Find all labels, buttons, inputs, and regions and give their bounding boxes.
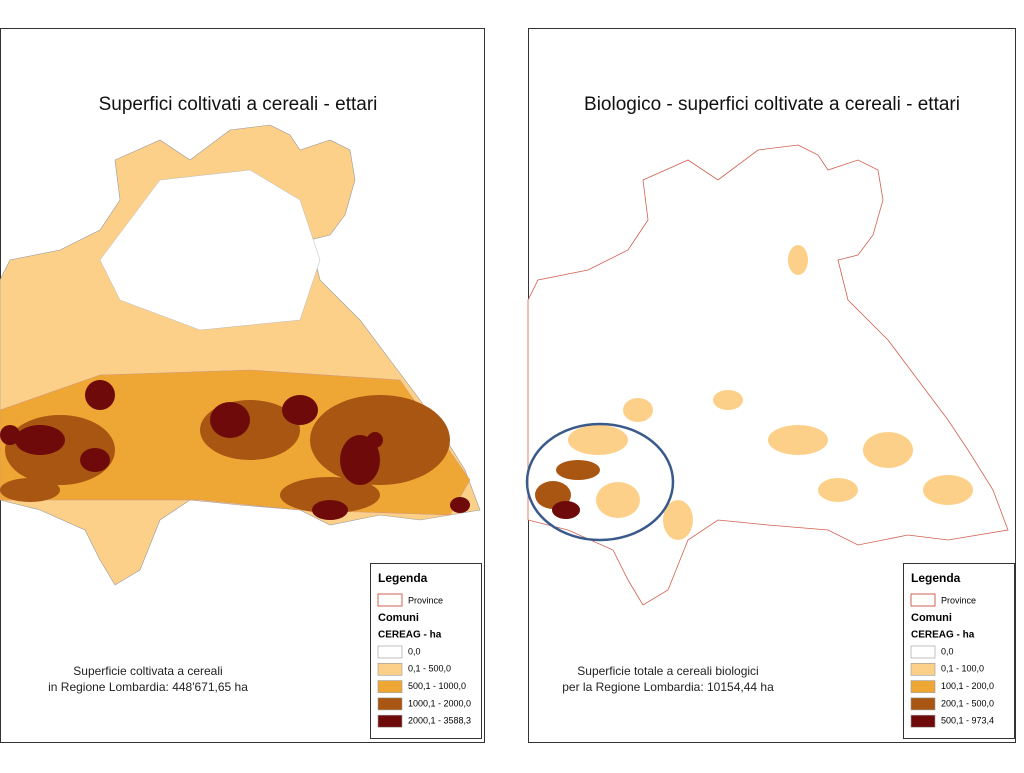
legend-label: 0,1 - 100,0 (941, 664, 984, 674)
legend-label: 0,0 (941, 646, 954, 656)
region-zone (282, 395, 318, 425)
region-zone (713, 390, 743, 410)
region-zone (367, 432, 383, 448)
legend-label: 500,1 - 973,4 (941, 716, 994, 726)
legend-title: Legenda (911, 571, 961, 585)
region-zone (923, 475, 973, 505)
legend-label: 0,0 (408, 646, 421, 656)
legend-swatch (910, 714, 936, 728)
region-zone (85, 380, 115, 410)
legend-swatch (377, 714, 403, 728)
legend-label: 100,1 - 200,0 (941, 681, 994, 691)
texts: Superfici coltivati a cereali - ettari Su… (48, 94, 1015, 739)
map-title: Biologico - superfici coltivate a cereal… (584, 94, 960, 115)
legend-subtitle: Comuni (378, 612, 419, 624)
region-zone (450, 497, 470, 513)
region-zone (80, 448, 110, 472)
legend-label: 0,1 - 500,0 (408, 664, 451, 674)
legend-swatch (377, 593, 403, 607)
region-zone (0, 478, 60, 502)
legend-title: Legenda (378, 571, 428, 585)
region-zone (818, 478, 858, 502)
region-zone (99, 169, 321, 331)
legend-label: 2000,1 - 3588,3 (408, 716, 471, 726)
legend-swatch (377, 697, 403, 711)
region-zone (556, 460, 600, 480)
region (527, 144, 1009, 606)
legend-swatch (910, 593, 936, 607)
legend-label: Province (941, 595, 976, 605)
legend-label: 200,1 - 500,0 (941, 698, 994, 708)
legend-subtitle: Comuni (911, 612, 952, 624)
region-zone (552, 501, 580, 519)
legend-label: 1000,1 - 2000,0 (408, 698, 471, 708)
legend-subtitle: CEREAG - ha (378, 630, 442, 641)
region-zone (596, 482, 640, 518)
region-zone (623, 398, 653, 422)
region-zone (788, 245, 808, 275)
map-note: Superficie totale a cereali biologici (577, 664, 758, 678)
map (527, 144, 1009, 606)
region-zone (280, 477, 380, 513)
legend-swatch (910, 645, 936, 659)
map-note: Superficie coltivata a cereali (73, 664, 222, 678)
map-note: in Regione Lombardia: 448'671,65 ha (48, 680, 248, 694)
legend-label: 500,1 - 1000,0 (408, 681, 466, 691)
legend-swatch (910, 697, 936, 711)
region-zone (210, 402, 250, 438)
region-zone (863, 432, 913, 468)
map-note: per la Regione Lombardia: 10154,44 ha (562, 680, 774, 694)
region-zone (768, 425, 828, 455)
region-zone (15, 425, 65, 455)
region-zone (0, 425, 20, 445)
maps (0, 124, 1009, 606)
legend-swatch (377, 645, 403, 659)
region-zone (340, 435, 380, 485)
legend-swatch (377, 680, 403, 693)
region-zone (663, 500, 693, 540)
region-zone (568, 425, 628, 455)
legend-swatch (377, 662, 403, 676)
legend-swatch (910, 680, 936, 693)
legend-label: Province (408, 595, 443, 605)
legend-swatch (910, 662, 936, 676)
legend-subtitle: CEREAG - ha (911, 630, 975, 641)
region-zone (312, 500, 348, 520)
map-title: Superfici coltivati a cereali - ettari (99, 94, 378, 115)
map (0, 124, 481, 586)
highlight-circle (525, 422, 675, 542)
